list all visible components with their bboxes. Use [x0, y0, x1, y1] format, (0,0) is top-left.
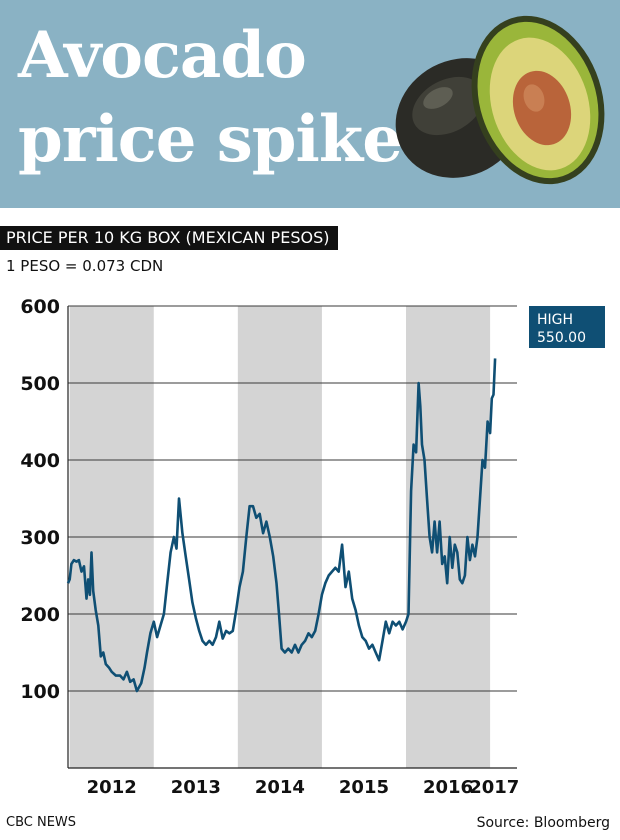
- x-tick-label: 2017: [469, 777, 519, 798]
- y-tick-label: 300: [20, 527, 60, 549]
- price-series-line: [66, 358, 497, 693]
- x-tick-label: 2012: [87, 777, 137, 798]
- y-tick-label: 500: [20, 373, 60, 395]
- x-tick-label: 2014: [255, 777, 305, 798]
- header-banner: Avocado price spike: [0, 0, 620, 208]
- high-callout-box: [529, 306, 605, 348]
- exchange-rate-note: 1 PESO = 0.073 CDN: [6, 257, 164, 275]
- title-line-2: price spike: [18, 102, 403, 177]
- x-tick-label: 2016: [423, 777, 473, 798]
- chart-subtitle: PRICE PER 10 KG BOX (MEXICAN PESOS): [0, 226, 339, 250]
- high-callout-value: 550.00: [537, 330, 586, 346]
- y-tick-label: 400: [20, 450, 60, 472]
- brand-label: CBC NEWS: [6, 815, 77, 830]
- y-tick-label: 600: [20, 296, 60, 318]
- title-line-1: Avocado: [18, 18, 307, 93]
- price-line-chart: 100 200 300 400 500 600 2012 2013 2014 2015 201620…: [20, 296, 605, 798]
- x-tick-label: 2015: [339, 777, 389, 798]
- y-tick-label: 100: [20, 681, 60, 703]
- high-callout-label: HIGH: [537, 312, 573, 328]
- x-tick-label: 2013: [171, 777, 221, 798]
- source-label: Source: Bloomberg: [476, 815, 610, 831]
- avocado-illustration: [395, 15, 605, 185]
- y-tick-label: 200: [20, 604, 60, 626]
